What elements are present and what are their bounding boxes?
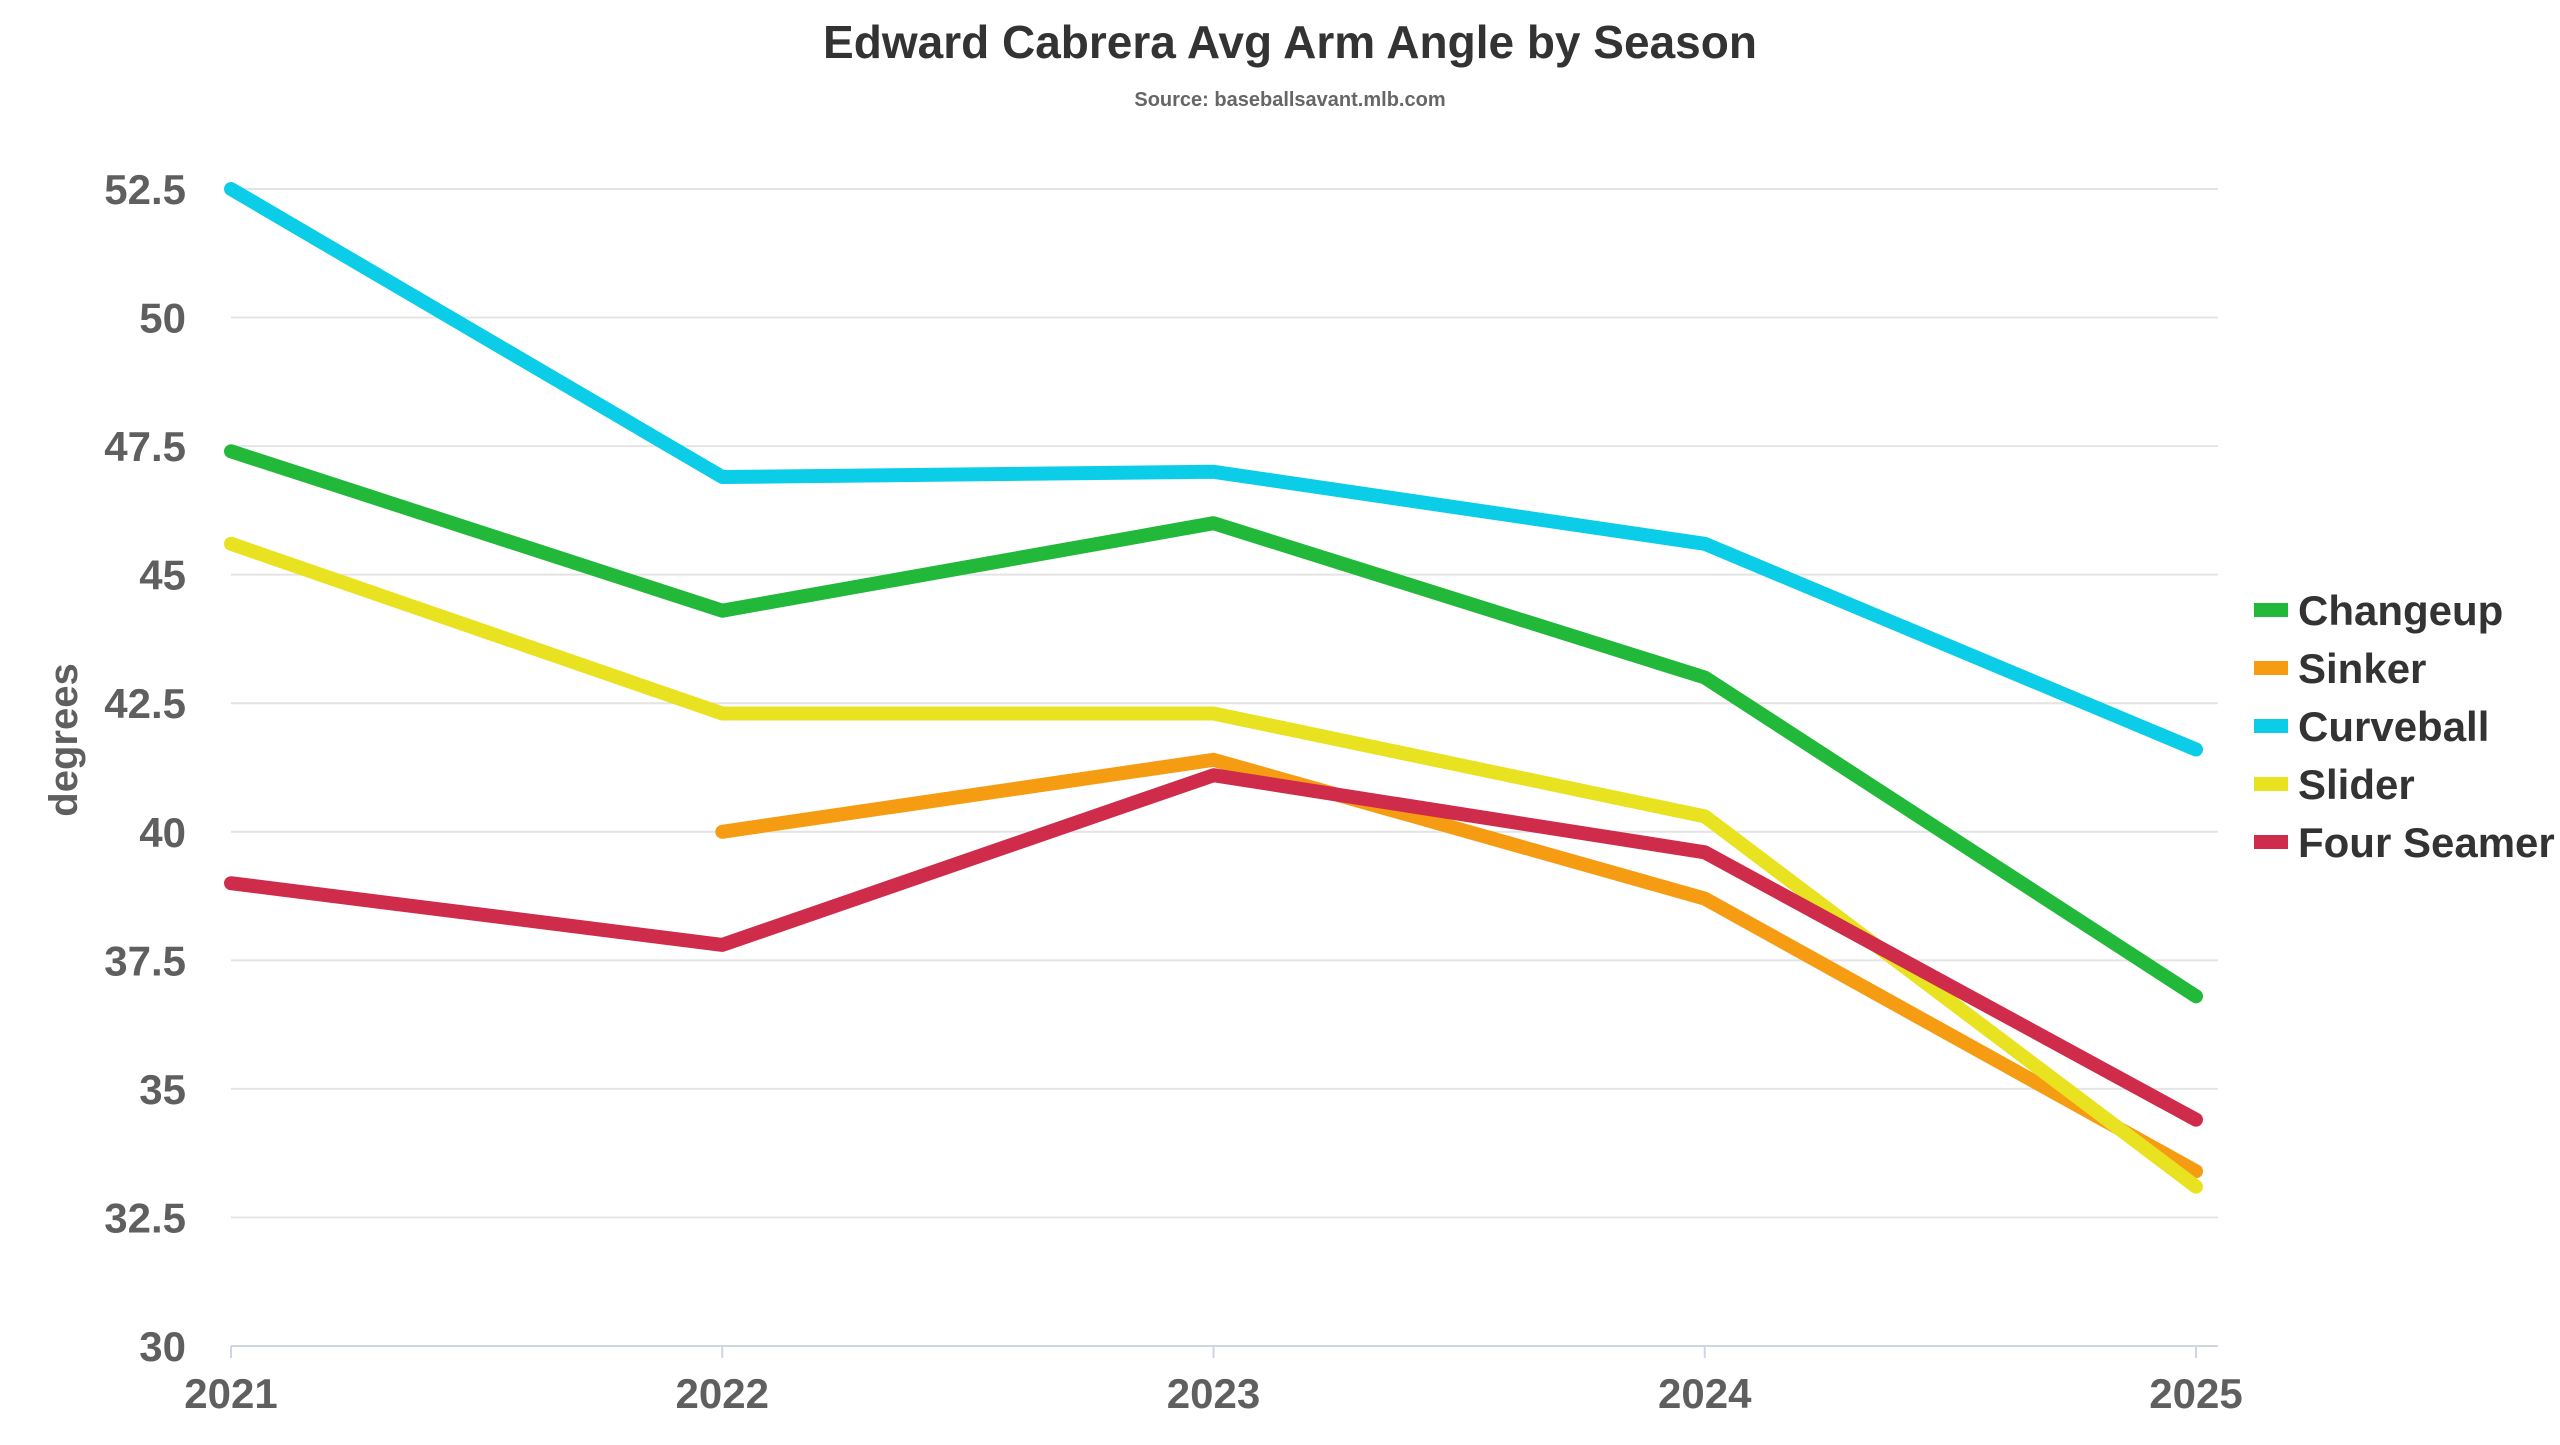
chart-subtitle: Source: baseballsavant.mlb.com bbox=[1134, 89, 1445, 111]
series-line-sinker bbox=[715, 752, 2203, 1179]
x-tick-label: 2021 bbox=[184, 1370, 277, 1417]
legend-swatch-curveball bbox=[2254, 719, 2288, 733]
legend-label-slider: Slider bbox=[2298, 761, 2415, 808]
y-tick-label: 30 bbox=[139, 1323, 186, 1370]
legend-swatch-changeup bbox=[2254, 603, 2288, 617]
legend-label-curveball: Curveball bbox=[2298, 703, 2489, 750]
series-line-changeup bbox=[224, 444, 2203, 1004]
legend-label-four-seamer: Four Seamer bbox=[2298, 819, 2555, 866]
y-tick-label: 35 bbox=[139, 1066, 186, 1113]
y-tick-label: 40 bbox=[139, 809, 186, 856]
y-tick-label: 32.5 bbox=[104, 1194, 186, 1241]
legend-label-sinker: Sinker bbox=[2298, 645, 2426, 692]
series-line-slider bbox=[224, 536, 2203, 1194]
x-tick-label: 2022 bbox=[676, 1370, 769, 1417]
legend-swatch-sinker bbox=[2254, 661, 2288, 675]
legend-swatch-slider bbox=[2254, 777, 2288, 791]
series-lines bbox=[224, 182, 2203, 1194]
y-tick-label: 45 bbox=[139, 552, 186, 599]
legend-swatch-four-seamer bbox=[2254, 835, 2288, 849]
axes: 30 32.5 35 37.5 40 42.5 45 47.5 50 52.5 2021 2022 20… bbox=[104, 166, 2242, 1417]
y-tick-label: 52.5 bbox=[104, 166, 186, 213]
y-tick-label: 50 bbox=[139, 295, 186, 342]
x-tick-label: 2023 bbox=[1167, 1370, 1260, 1417]
series-line-curveball bbox=[224, 182, 2203, 757]
x-tick-label: 2025 bbox=[2149, 1370, 2242, 1417]
y-tick-label: 47.5 bbox=[104, 423, 186, 470]
gridlines bbox=[231, 188, 2218, 1219]
y-axis-title: degrees bbox=[42, 663, 86, 816]
legend-label-changeup: Changeup bbox=[2298, 587, 2503, 634]
series-line-four-seamer bbox=[224, 768, 2203, 1127]
chart-title: Edward Cabrera Avg Arm Angle by Season bbox=[823, 16, 1757, 68]
y-tick-label: 37.5 bbox=[104, 937, 186, 984]
x-tick-label: 2024 bbox=[1658, 1370, 1752, 1417]
legend: Changeup Sinker Curveball Slider Four Seamer bbox=[2254, 587, 2555, 866]
y-tick-label: 42.5 bbox=[104, 680, 186, 727]
